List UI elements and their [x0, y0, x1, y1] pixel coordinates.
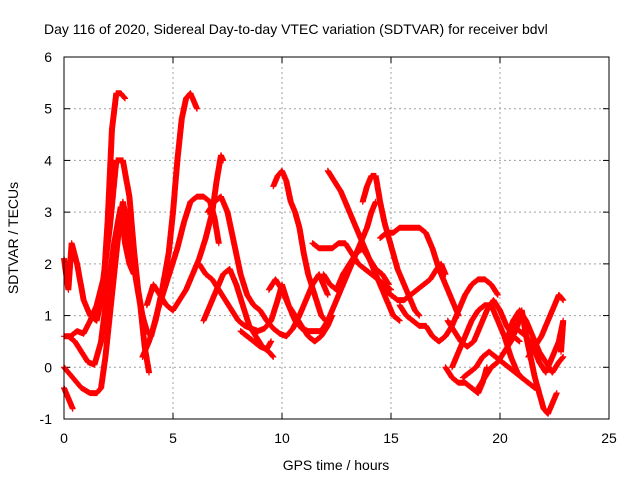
x-tick-label: 15	[383, 430, 399, 446]
satellite-track-q	[359, 172, 423, 319]
tick-labels: 0 5 10 15 20 25 -1 0 1 2 3 4 5 6	[40, 49, 617, 446]
y-tick-label: 6	[44, 49, 52, 65]
satellite-track-e	[65, 204, 137, 368]
y-tick-label: 3	[44, 204, 52, 220]
satellite-track-ab	[503, 307, 567, 376]
satellite-track-k	[237, 328, 275, 353]
satellite-track-m	[270, 167, 329, 324]
plot-frame	[63, 56, 610, 420]
satellite-track-p	[320, 245, 392, 293]
plus-marks	[320, 245, 392, 293]
plus-marks	[377, 224, 462, 319]
x-tick-label: 5	[169, 430, 177, 446]
satellite-track-l	[265, 276, 336, 345]
plus-marks	[65, 204, 137, 368]
y-tick-label: 4	[44, 152, 52, 168]
plus-marks	[359, 172, 423, 319]
y-tick-label: 1	[44, 308, 52, 324]
satellite-track-r	[377, 224, 462, 319]
satellite-track-i	[204, 193, 331, 340]
y-tick-label: 2	[44, 256, 52, 272]
plus-marks	[503, 307, 567, 376]
plus-marks	[459, 348, 538, 391]
y-tick-label: -1	[40, 411, 53, 427]
data-points	[61, 90, 567, 417]
y-tick-label: 0	[44, 359, 52, 375]
satellite-track-t	[396, 276, 501, 345]
plus-marks	[381, 260, 449, 304]
plus-marks	[270, 167, 329, 324]
plus-marks	[204, 193, 331, 340]
satellite-track-s	[381, 260, 449, 304]
y-tick-label: 5	[44, 101, 52, 117]
y-axis-label: SDTVAR / TECUs	[5, 182, 21, 294]
x-axis-label: GPS time / hours	[283, 457, 390, 473]
satellite-track-x	[459, 348, 538, 391]
plus-marks	[237, 328, 275, 353]
x-tick-label: 20	[492, 430, 508, 446]
x-tick-label: 10	[274, 430, 290, 446]
chart-title: Day 116 of 2020, Sidereal Day-to-day VTE…	[44, 21, 548, 37]
x-tick-label: 25	[601, 430, 617, 446]
x-tick-label: 0	[60, 430, 68, 446]
plus-marks	[265, 276, 336, 345]
plus-marks	[396, 276, 501, 345]
